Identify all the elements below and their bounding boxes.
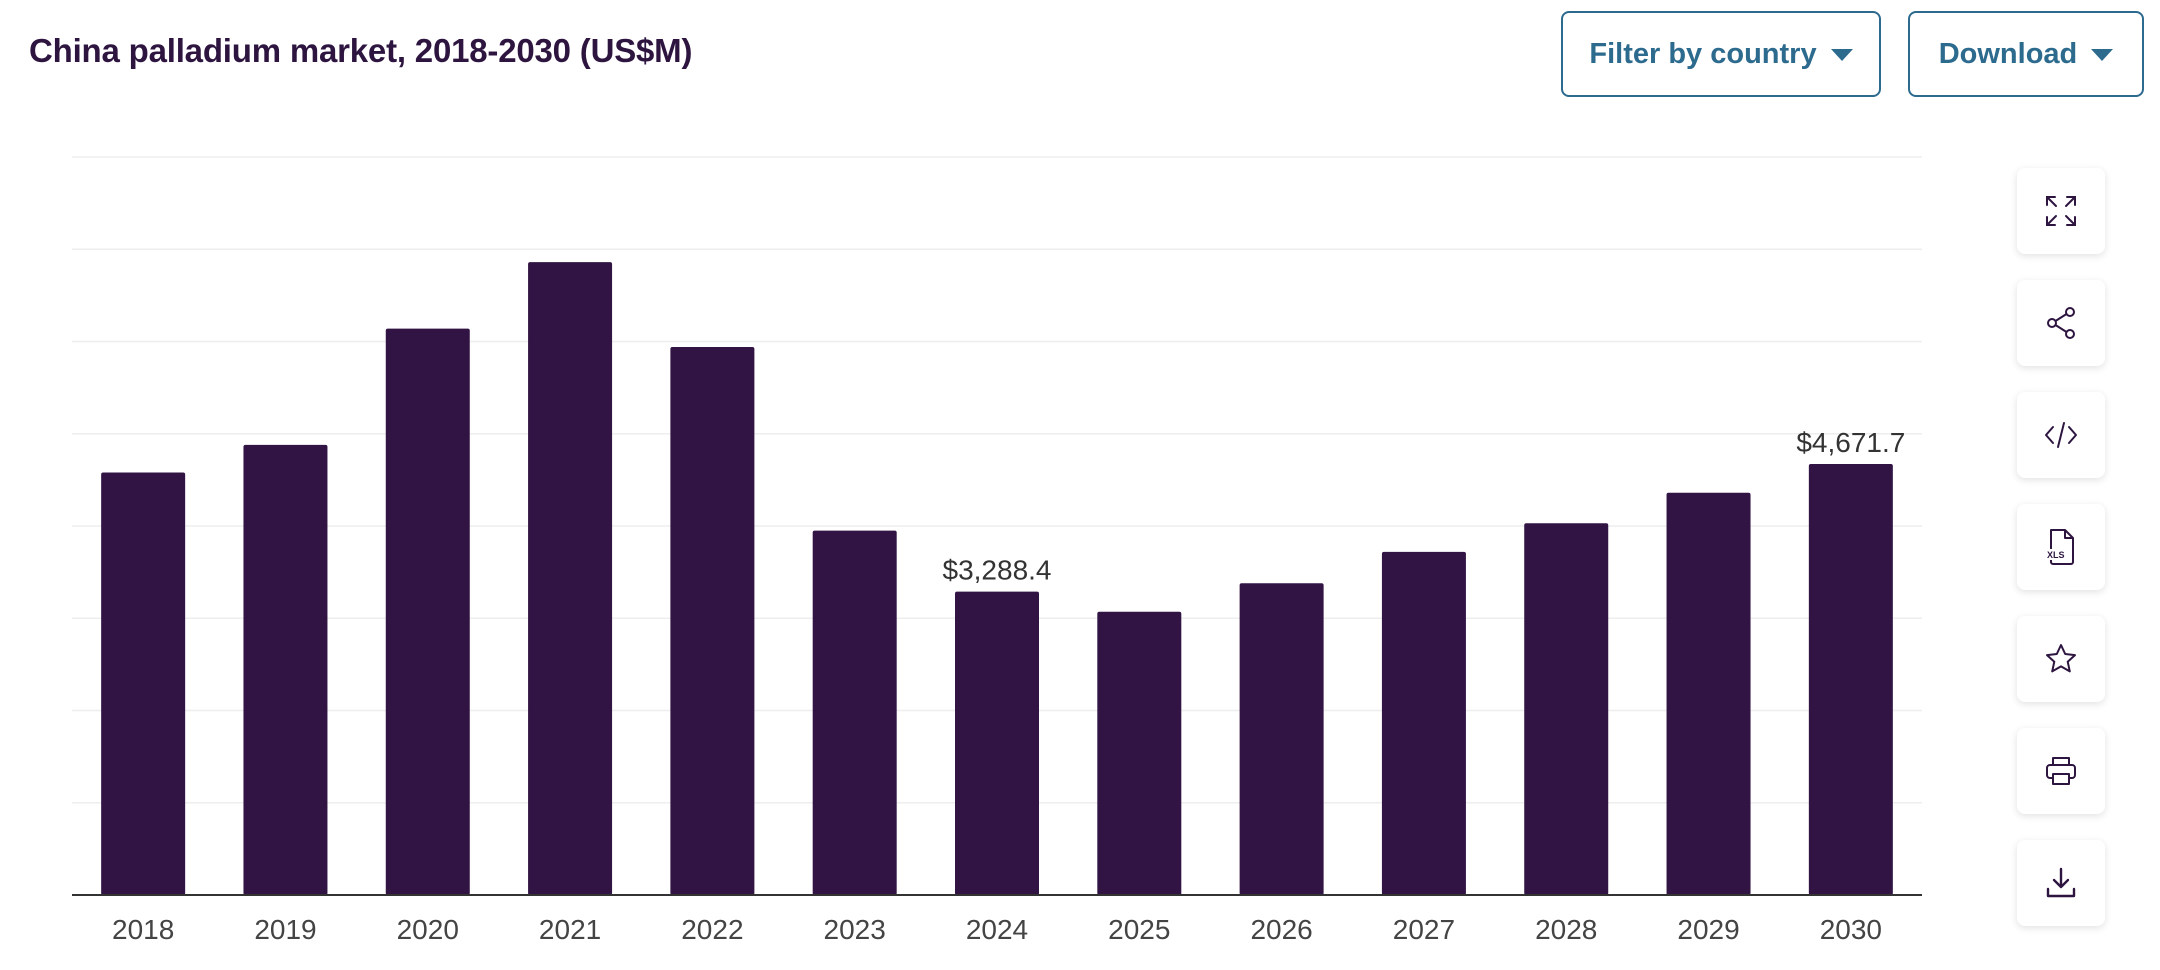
- bar-2029[interactable]: [1666, 492, 1751, 895]
- favorite-button[interactable]: [2017, 616, 2105, 702]
- bar-2023[interactable]: [812, 530, 897, 895]
- bar-2018[interactable]: [101, 472, 186, 895]
- expand-button[interactable]: [2017, 168, 2105, 254]
- xls-export-button[interactable]: XLS: [2017, 504, 2105, 590]
- bar-2021[interactable]: [528, 262, 613, 895]
- filter-button-label: Filter by country: [1589, 37, 1817, 70]
- bar-2026[interactable]: [1239, 583, 1324, 895]
- bar-2028[interactable]: [1524, 523, 1609, 895]
- data-label: $4,671.7: [1796, 427, 1905, 458]
- x-tick-label: 2024: [966, 914, 1028, 945]
- embed-button[interactable]: [2017, 392, 2105, 478]
- x-tick-label: 2023: [824, 914, 886, 945]
- expand-icon: [2046, 196, 2076, 226]
- x-tick-label: 2018: [112, 914, 174, 945]
- bar-2030[interactable]: [1808, 464, 1893, 895]
- x-axis: 2018 2019 2020 2021 2022 2023 2024 2025 2026 2027…: [72, 894, 1922, 945]
- bar-2020[interactable]: [385, 328, 470, 896]
- download-icon: [2046, 867, 2076, 898]
- share-icon: [2047, 307, 2075, 339]
- x-tick-label: 2028: [1535, 914, 1597, 945]
- chart-title: China palladium market, 2018-2030 (US$M): [29, 32, 693, 69]
- bar-2027[interactable]: [1381, 551, 1466, 895]
- x-tick-label: 2019: [254, 914, 316, 945]
- chevron-down-icon: [1830, 49, 1853, 61]
- x-tick-label: 2030: [1820, 914, 1882, 945]
- download-image-button[interactable]: [2017, 840, 2105, 926]
- star-icon: [2046, 644, 2076, 673]
- chevron-down-icon: [2091, 49, 2114, 61]
- bar-2024[interactable]: [955, 591, 1039, 895]
- filter-by-country-button[interactable]: Filter by country: [1561, 11, 1881, 97]
- x-tick-label: 2020: [397, 914, 459, 945]
- bar-chart: 2018 2019 2020 2021 2022 2023 2024 2025 2026 2027…: [72, 156, 1922, 945]
- x-tick-label: 2027: [1393, 914, 1455, 945]
- bar-2025[interactable]: [1097, 611, 1182, 895]
- svg-text:XLS: XLS: [2047, 550, 2065, 560]
- bar-2019[interactable]: [243, 444, 328, 895]
- x-tick-label: 2026: [1250, 914, 1312, 945]
- download-button-label: Download: [1938, 37, 2078, 70]
- x-tick-label: 2022: [681, 914, 743, 945]
- bar-2022[interactable]: [670, 347, 755, 895]
- xls-file-icon: XLS: [2046, 529, 2074, 565]
- data-labels: $3,288.4 $4,671.7: [943, 427, 1906, 586]
- embed-code-icon: [2045, 422, 2077, 448]
- bars: [101, 262, 1893, 896]
- data-label: $3,288.4: [943, 555, 1052, 586]
- download-dropdown-button[interactable]: Download: [1908, 11, 2144, 97]
- share-button[interactable]: [2017, 280, 2105, 366]
- print-icon: [2046, 757, 2076, 785]
- chart-toolbar: XLS: [2017, 168, 2105, 952]
- x-tick-label: 2021: [539, 914, 601, 945]
- x-tick-label: 2029: [1677, 914, 1739, 945]
- x-tick-label: 2025: [1108, 914, 1170, 945]
- print-button[interactable]: [2017, 728, 2105, 814]
